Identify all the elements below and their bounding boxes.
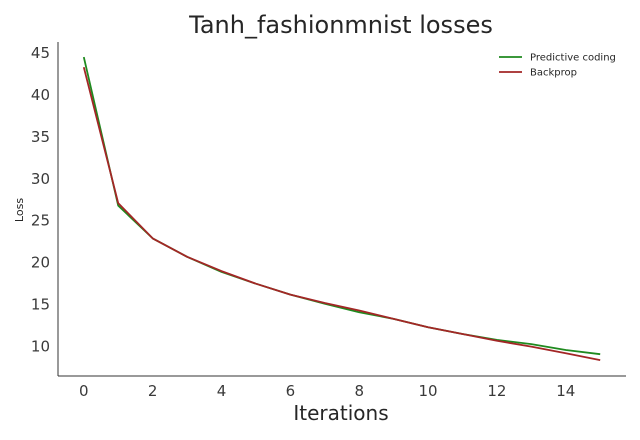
series-layer	[82, 56, 601, 361]
y-tick-label: 10	[31, 338, 50, 356]
y-tick-label: 20	[31, 254, 50, 272]
axes	[57, 42, 626, 377]
x-tick-label: 12	[487, 382, 506, 400]
x-tick-label: 10	[419, 382, 438, 400]
y-tick-label: 30	[31, 170, 50, 188]
y-tick-label: 35	[31, 128, 50, 146]
y-ticks: 10 15 20 25 30 35 40 45	[31, 44, 50, 356]
x-tick-label: 2	[148, 382, 158, 400]
x-axis-label: Iterations	[293, 401, 388, 425]
chart-title: Tanh_fashionmnist losses	[188, 11, 493, 39]
y-tick-label: 25	[31, 212, 50, 230]
x-tick-label: 14	[556, 382, 575, 400]
x-tick-label: 4	[217, 382, 227, 400]
y-axis-label: Loss	[13, 198, 26, 222]
legend-label: Backprop	[530, 68, 577, 79]
y-tick-label: 45	[31, 44, 50, 62]
y-tick-label: 40	[31, 86, 50, 104]
x-ticks: 0 2 4 6 8 10 12 14	[79, 382, 575, 400]
legend-label: Predictive coding	[530, 53, 616, 64]
y-tick-label: 15	[31, 296, 50, 314]
series-line-2	[82, 66, 601, 361]
x-tick-label: 6	[286, 382, 296, 400]
series-line-1	[82, 56, 601, 356]
x-tick-label: 0	[79, 382, 89, 400]
x-tick-label: 8	[354, 382, 364, 400]
legend: Predictive coding Backprop	[499, 53, 616, 79]
